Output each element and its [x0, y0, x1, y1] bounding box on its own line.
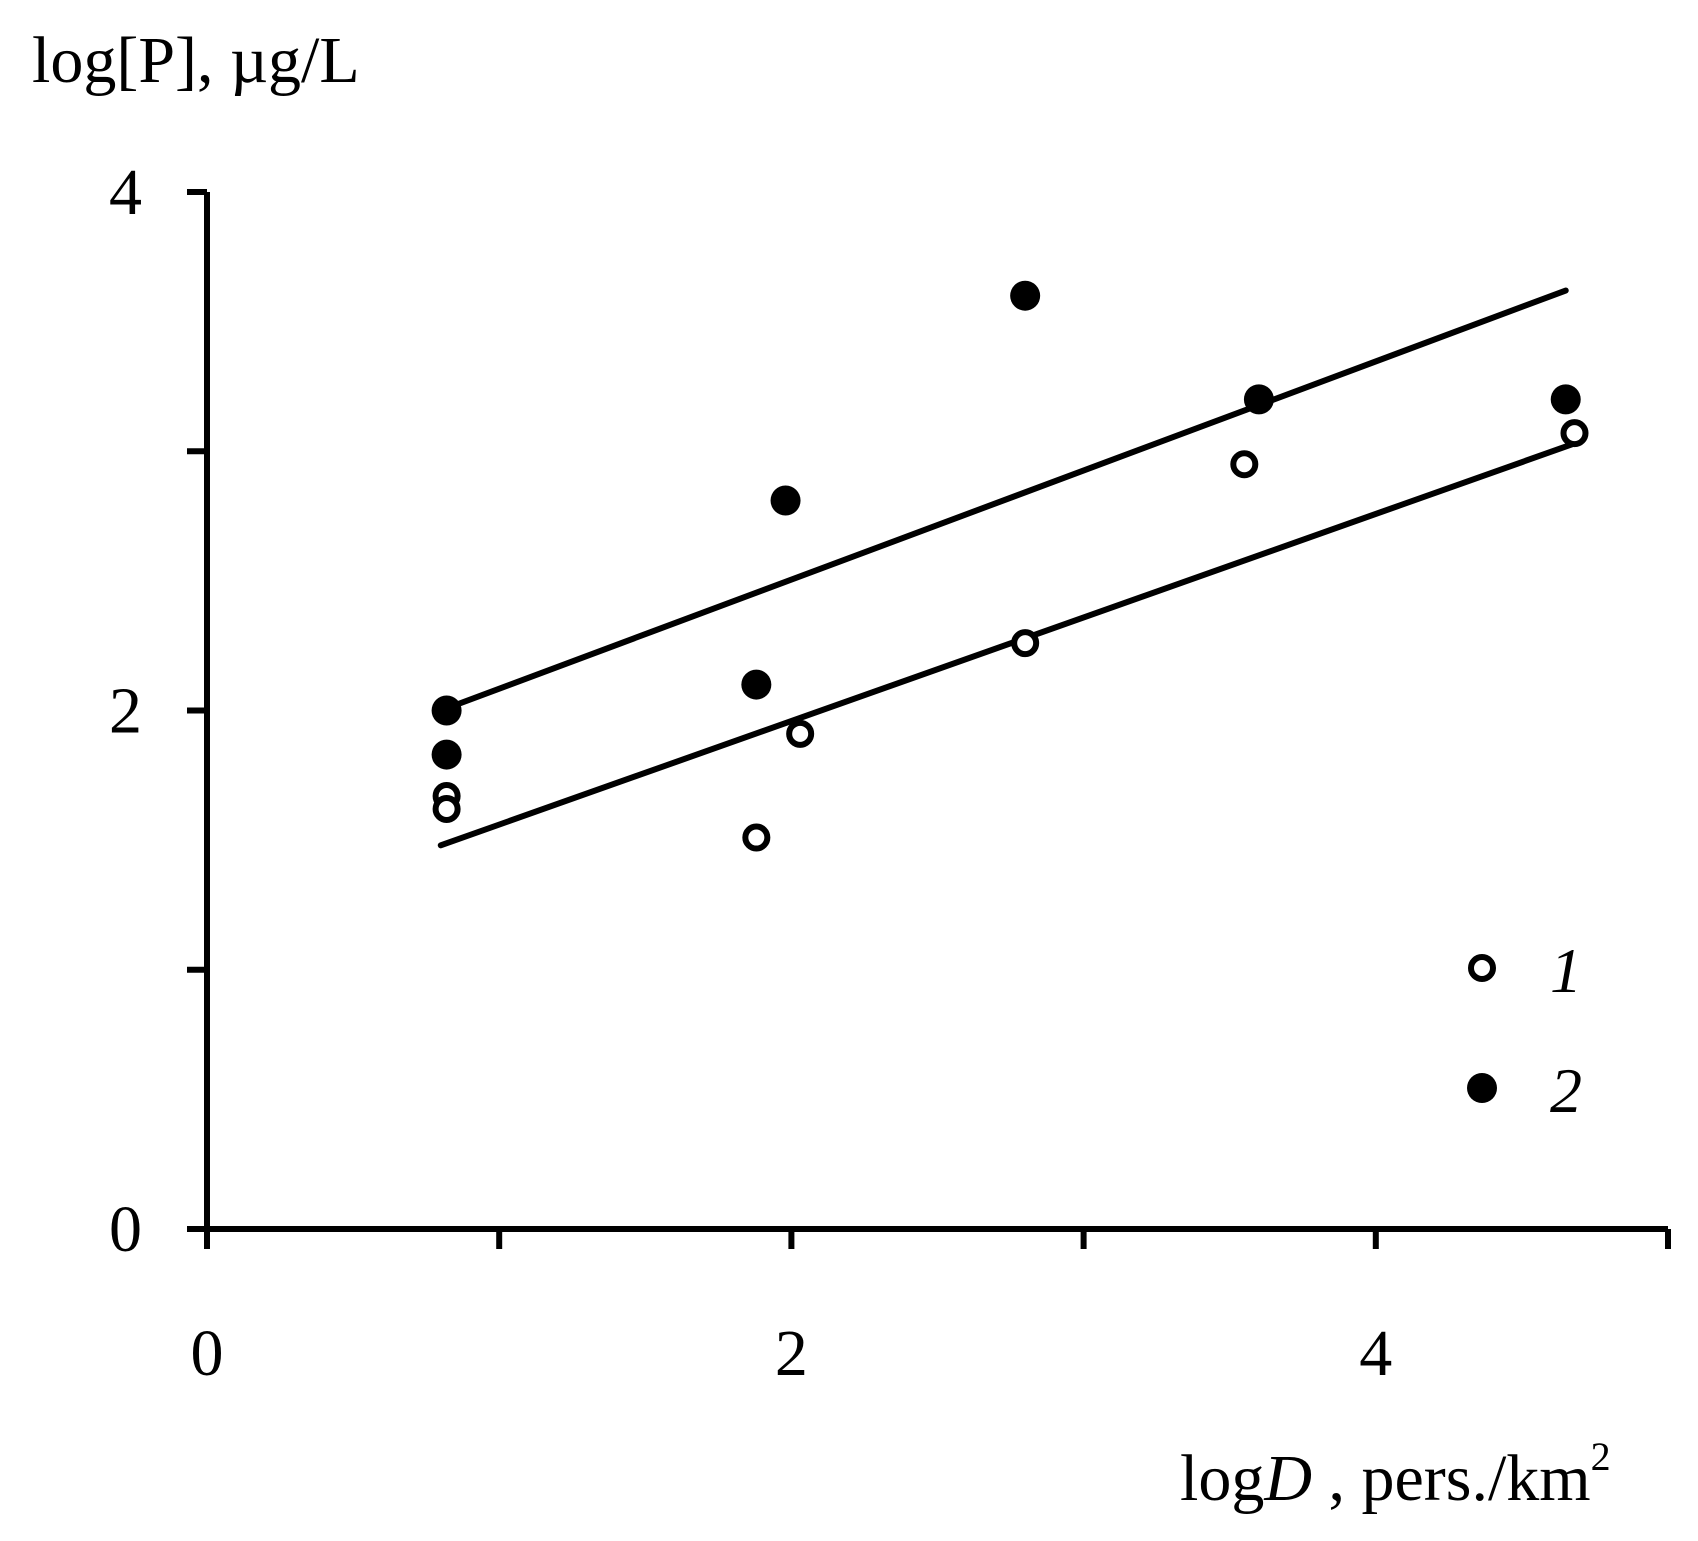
data-point-series-2	[1243, 384, 1274, 415]
data-point-series-1	[786, 719, 815, 748]
data-point-series-2	[741, 669, 772, 700]
x-tick-label: 2	[775, 1317, 808, 1390]
data-point-series-2	[431, 739, 462, 770]
x-tick-label: 4	[1359, 1317, 1392, 1390]
data-point-series-1	[1230, 450, 1259, 479]
fit-line-series-1	[437, 440, 1578, 849]
legend-marker-series-1	[1468, 954, 1496, 982]
data-point-series-1	[1560, 419, 1589, 448]
fit-lines	[437, 287, 1578, 849]
legend-label-series-2: 2	[1550, 1055, 1582, 1126]
x-axis-title-variable: D	[1263, 1442, 1312, 1515]
data-point-series-1	[1011, 629, 1040, 658]
y-tick-label: 0	[109, 1193, 142, 1266]
data-point-series-1	[742, 823, 771, 852]
x-tick-label: 0	[191, 1317, 224, 1390]
legend-label-series-1: 1	[1550, 935, 1582, 1006]
data-points	[431, 280, 1589, 852]
legend-marker-series-2	[1467, 1073, 1497, 1103]
data-point-series-2	[431, 695, 462, 726]
x-axis-title-exponent: 2	[1591, 1434, 1611, 1479]
x-ticks: 0 2 4	[191, 1229, 1671, 1390]
data-point-series-1	[432, 795, 461, 824]
data-point-series-2	[1550, 384, 1581, 415]
x-axis-title-prefix: log	[1180, 1442, 1264, 1515]
axes: 0 2 4 0 2 4	[109, 156, 1671, 1390]
x-axis-title-unit: , pers./km	[1312, 1442, 1591, 1515]
y-tick-label: 4	[109, 156, 142, 229]
y-ticks: 0 2 4	[109, 156, 207, 1266]
x-axis-title: logD , pers./km2	[1180, 1434, 1611, 1515]
data-point-series-2	[1010, 280, 1041, 311]
legend: 12	[1467, 935, 1582, 1126]
data-point-series-2	[770, 485, 801, 516]
fit-line-series-2	[437, 287, 1569, 714]
y-tick-label: 2	[109, 675, 142, 748]
y-axis-title: log[P], µg/L	[32, 24, 360, 97]
